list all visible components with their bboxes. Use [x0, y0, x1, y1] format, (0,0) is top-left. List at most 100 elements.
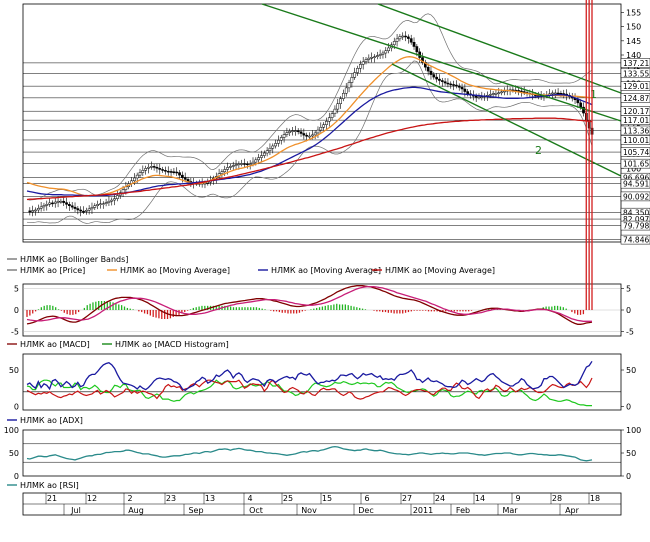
candle-body [265, 150, 269, 154]
adx-minus-di-line [26, 379, 592, 407]
candle-body [409, 38, 413, 43]
rsi-y-tick-label-left: 50 [9, 449, 19, 458]
time-axis-month-label: Nov [301, 506, 317, 515]
candle-body [344, 87, 348, 94]
candle-body [325, 121, 328, 125]
candle-body [463, 88, 467, 92]
time-axis: 21 12 2 23 13 4 25 15 6 27 24 14 9 28 18 Jul Aug Sep Oct No… [22, 492, 622, 516]
candle-body [330, 113, 334, 118]
time-axis-day-label: 12 [87, 494, 97, 503]
candle-body [254, 159, 258, 163]
candle-body [277, 140, 280, 144]
rsi-y-tick-label-right: 0 [626, 472, 631, 481]
candle-body [84, 210, 88, 212]
candle-body [206, 181, 210, 184]
rsi-y-tick-label-right: 100 [626, 426, 641, 435]
candle-body [158, 168, 162, 170]
macd-y-tick-label-right: 5 [626, 284, 631, 293]
price-level-label: 129.01 [623, 82, 649, 91]
candle-body [166, 170, 170, 173]
price-level-label: 137.21 [623, 59, 649, 68]
price-level-label: 124.87 [623, 94, 649, 103]
legend-label-ma-orange: НЛМК ао [Moving Average] [120, 266, 230, 275]
trend-channel-upper [261, 3, 622, 122]
time-axis-month-label: Oct [249, 506, 263, 515]
price-level-box [620, 115, 650, 125]
candle-body [460, 87, 464, 90]
time-axis-day-label: 2 [127, 494, 132, 503]
time-axis-month-label: Mar [502, 506, 518, 515]
candle-body [302, 133, 306, 136]
adx-y-tick-label-left: 0 [14, 402, 19, 411]
rsi-gridlines [23, 443, 621, 463]
rsi-y-tick-label-left: 100 [4, 426, 19, 435]
candle-body [282, 134, 286, 138]
candle-body [220, 171, 224, 174]
candle-body [68, 204, 71, 206]
candle-body [457, 85, 461, 88]
candle-body [257, 157, 260, 161]
macd-signal-line [26, 285, 592, 322]
candle-body [172, 171, 176, 173]
candle-body [279, 137, 283, 141]
candle-body [51, 202, 54, 205]
price-level-label: 110.01 [623, 136, 649, 145]
adx-line [26, 360, 593, 392]
candle-body [73, 206, 77, 209]
legend-label-bollinger: НЛМК ао [Bollinger Bands] [20, 255, 128, 264]
price-level-box [620, 125, 650, 136]
candle-body [178, 172, 181, 176]
candle-body [432, 74, 436, 78]
candle-body [34, 209, 37, 212]
candle-body [133, 177, 136, 182]
moving-averages [26, 56, 593, 201]
time-axis-day-label: 15 [322, 494, 332, 503]
candle-body [285, 132, 289, 135]
price-level-box [620, 234, 650, 245]
candle-body [373, 56, 376, 58]
candle-body [449, 83, 453, 86]
price-level-label: 82.097 [623, 215, 649, 224]
price-level-label: 90.092 [623, 192, 649, 201]
time-axis-day-label: 6 [364, 494, 369, 503]
price-level-label: 84.350 [623, 209, 649, 218]
bollinger-upper-band [26, 13, 593, 201]
time-axis-month-label: Apr [565, 506, 580, 515]
candle-body [107, 200, 111, 203]
candle-body [415, 46, 419, 53]
candle-body [161, 169, 164, 171]
candle-body [110, 199, 114, 202]
macd-y-tick-label-left: 0 [14, 306, 19, 315]
time-axis-month-label: Sep [188, 506, 203, 515]
price-legend: НЛМК ао [Bollinger Bands] НЛМК ао [Price… [7, 255, 495, 275]
candle-body [353, 72, 357, 78]
candle-body [370, 57, 373, 59]
time-axis-month-label: Jul [70, 506, 81, 515]
candle-body [316, 129, 320, 134]
trend-channel [261, 3, 622, 177]
legend-label-adx: НЛМК ао [ADX] [20, 416, 83, 425]
candle-body [429, 70, 433, 75]
candle-body [70, 205, 74, 208]
candle-body [319, 127, 323, 131]
candle-body [183, 177, 187, 180]
time-axis-month-label: Dec [358, 506, 373, 515]
candle-body [144, 168, 148, 171]
candle-body [359, 64, 362, 69]
candle-body [260, 155, 263, 158]
candle-body [135, 174, 139, 179]
macd-y-tick-label-left: 5 [14, 284, 19, 293]
candle-body [113, 198, 116, 201]
price-level-label: 120.17 [623, 107, 649, 116]
legend-label-price: НЛМК ао [Price] [20, 266, 85, 275]
candle-body [234, 164, 238, 166]
candle-body [384, 50, 388, 54]
candle-body [53, 201, 57, 204]
candle-body [87, 208, 91, 211]
candle-body [336, 103, 340, 110]
candle-body [443, 81, 447, 84]
candle-body [398, 36, 402, 40]
candle-body [104, 202, 108, 205]
price-level-box [620, 81, 650, 91]
